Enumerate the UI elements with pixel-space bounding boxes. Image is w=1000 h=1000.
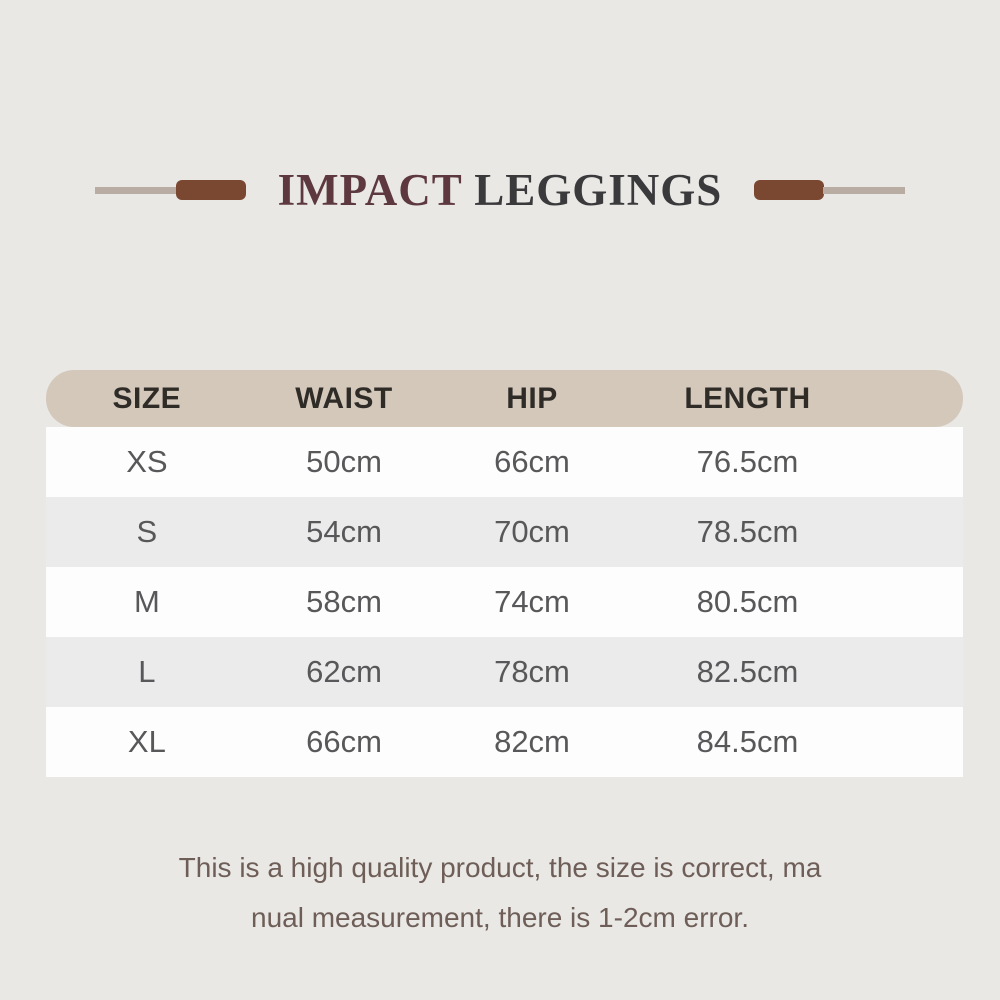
cell-size: S	[136, 514, 158, 549]
cell-size: M	[133, 584, 160, 619]
cell-length: 78.5cm	[696, 514, 799, 549]
disclaimer-line-1: This is a high quality product, the size…	[178, 852, 822, 883]
size-chart-table: SIZE WAIST HIP LENGTH XS 50cm 66cm 76.5c…	[46, 370, 963, 777]
table-row: S 54cm 70cm 78.5cm	[46, 497, 963, 567]
cell-length: 84.5cm	[696, 724, 799, 759]
left-deco-line	[94, 186, 177, 194]
cell-size: XS	[126, 444, 168, 479]
cell-size: XL	[127, 724, 166, 759]
title-banner: IMPACT LEGGINGS	[0, 160, 1000, 220]
disclaimer-note: This is a high quality product, the size…	[0, 843, 1000, 943]
column-header-length: LENGTH	[684, 381, 811, 415]
table-row: L 62cm 78cm 82.5cm	[46, 637, 963, 707]
column-header-hip: HIP	[506, 381, 558, 415]
cell-waist: 50cm	[306, 444, 382, 479]
cell-waist: 58cm	[306, 584, 382, 619]
cell-waist: 66cm	[306, 724, 382, 759]
table-header-row: SIZE WAIST HIP LENGTH	[46, 370, 963, 427]
title-product: LEGGINGS	[474, 165, 723, 215]
cell-waist: 54cm	[306, 514, 382, 549]
table-row: XS 50cm 66cm 76.5cm	[46, 427, 963, 497]
cell-length: 82.5cm	[696, 654, 799, 689]
right-deco-line	[823, 186, 906, 194]
table-row: M 58cm 74cm 80.5cm	[46, 567, 963, 637]
cell-hip: 66cm	[494, 444, 570, 479]
cell-length: 80.5cm	[696, 584, 799, 619]
cell-hip: 78cm	[494, 654, 570, 689]
cell-length: 76.5cm	[696, 444, 799, 479]
cell-hip: 70cm	[494, 514, 570, 549]
right-deco-bar	[754, 180, 825, 200]
cell-hip: 74cm	[494, 584, 570, 619]
column-header-waist: WAIST	[295, 381, 393, 415]
title-brand: IMPACT	[277, 165, 462, 215]
cell-hip: 82cm	[494, 724, 570, 759]
cell-size: L	[138, 654, 156, 689]
left-deco-bar	[175, 180, 246, 200]
disclaimer-line-2: nual measurement, there is 1-2cm error.	[251, 902, 749, 933]
cell-waist: 62cm	[306, 654, 382, 689]
page-title: IMPACT LEGGINGS	[278, 164, 723, 216]
column-header-size: SIZE	[112, 381, 182, 415]
table-row: XL 66cm 82cm 84.5cm	[46, 707, 963, 777]
